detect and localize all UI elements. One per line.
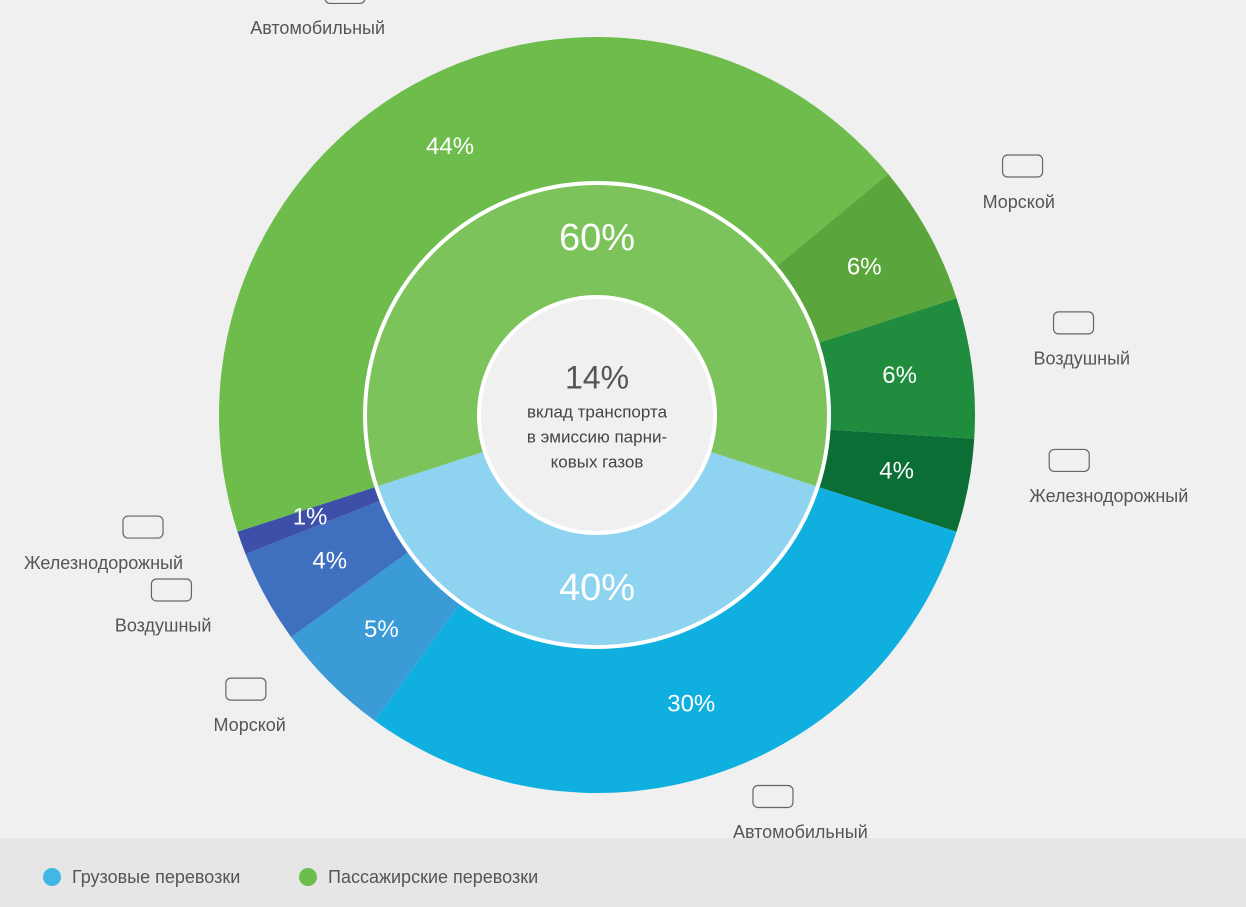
value-label: 5% (364, 616, 399, 643)
icon (122, 515, 164, 539)
value-label: 4% (312, 547, 347, 574)
icon (150, 578, 193, 602)
inner-segment (365, 183, 829, 487)
outer-segment (291, 551, 461, 721)
legend-swatch (43, 868, 61, 886)
center-hole (477, 295, 717, 535)
value-label: 6% (882, 362, 917, 389)
category-label: Автомобильный (733, 822, 868, 842)
value-label: 6% (847, 253, 882, 280)
icon (225, 677, 267, 701)
value-label: 4% (879, 457, 914, 484)
category-label: Морской (983, 192, 1055, 212)
ring-divider (363, 181, 831, 649)
legend-band (0, 838, 1246, 907)
legend-label: Грузовые перевозки (72, 867, 240, 887)
inner-value-label: 40% (559, 567, 635, 609)
outer-segment (817, 429, 975, 532)
outer-segment (817, 298, 975, 439)
center-text: ковых газов (551, 452, 644, 471)
category-label: Автомобильный (250, 18, 385, 38)
value-label: 44% (426, 133, 474, 160)
category-label: Воздушный (1034, 349, 1131, 369)
icon (752, 784, 794, 809)
outer-segment (374, 486, 957, 793)
legend-label: Пассажирские перевозки (328, 867, 538, 887)
center-value: 14% (565, 359, 629, 395)
icon (1001, 154, 1044, 178)
value-label: 30% (667, 690, 715, 717)
inner-value-label: 60% (559, 217, 635, 259)
category-label: Железнодорожный (24, 553, 183, 573)
icon (324, 0, 366, 5)
icon (1048, 448, 1090, 473)
outer-segment (237, 486, 382, 555)
outer-segment (775, 174, 957, 344)
outer-segment (218, 37, 889, 532)
inner-segment (376, 451, 818, 648)
legend-swatch (299, 868, 317, 886)
outer-segment (245, 500, 410, 638)
center-text: вклад транспорта (527, 402, 668, 421)
icon (1052, 311, 1095, 335)
center-text: в эмиссию парни- (527, 427, 667, 446)
category-label: Воздушный (115, 616, 212, 636)
category-label: Морской (213, 715, 285, 735)
value-label: 1% (293, 504, 328, 531)
category-label: Железнодорожный (1029, 486, 1188, 506)
